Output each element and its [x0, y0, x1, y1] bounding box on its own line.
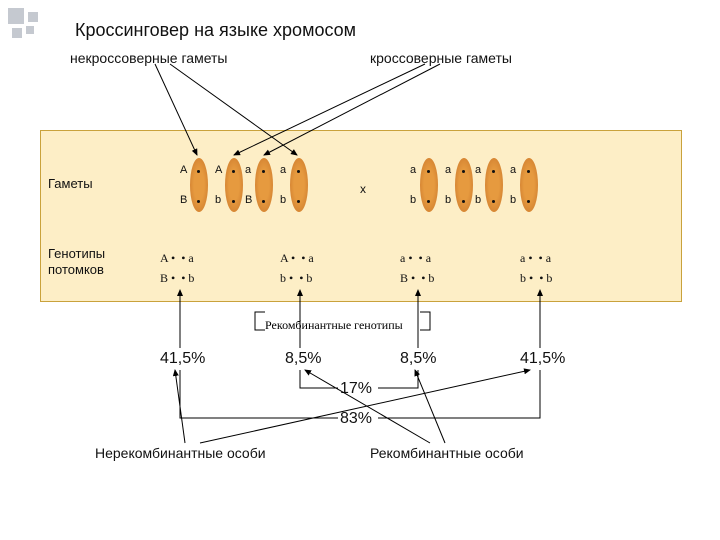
- diagram-panel: [40, 130, 682, 302]
- percent-4: 41,5%: [520, 350, 565, 368]
- allele-dot: [427, 200, 430, 203]
- chromosome: [225, 158, 243, 212]
- allele-bottom: b: [510, 194, 516, 206]
- slide-root: Кроссинговер на языке хромосом некроссов…: [0, 0, 720, 540]
- allele-dot: [297, 170, 300, 173]
- allele-top: a: [245, 164, 251, 176]
- allele-dot: [232, 170, 235, 173]
- cross-symbol: x: [360, 182, 366, 196]
- allele-bottom: В: [180, 194, 187, 206]
- offspring-genotype: A • • a b • • b: [280, 248, 314, 289]
- percent-outer: 83%: [340, 410, 372, 428]
- subtitle-crossover: кроссоверные гаметы: [370, 50, 512, 66]
- percent-2: 8,5%: [285, 350, 321, 368]
- allele-top: a: [410, 164, 416, 176]
- allele-dot: [232, 200, 235, 203]
- page-title: Кроссинговер на языке хромосом: [75, 20, 356, 41]
- allele-dot: [492, 170, 495, 173]
- chromosome: [485, 158, 503, 212]
- allele-top: a: [510, 164, 516, 176]
- allele-dot: [492, 200, 495, 203]
- label-nonrecombinant: Нерекомбинантные особи: [95, 445, 266, 461]
- allele-bottom: b: [280, 194, 286, 206]
- allele-bottom: b: [475, 194, 481, 206]
- offspring-genotype: a • • a В • • b: [400, 248, 434, 289]
- label-gametes: Гаметы: [48, 176, 93, 191]
- label-genotypes: Генотипы потомков: [48, 246, 105, 279]
- allele-dot: [462, 170, 465, 173]
- allele-bottom: b: [215, 194, 221, 206]
- recombinant-genotypes-label: Рекомбинантные генотипы: [265, 318, 403, 333]
- allele-top: a: [475, 164, 481, 176]
- chromosome: [455, 158, 473, 212]
- percent-mid: 17%: [340, 380, 372, 398]
- allele-top: A: [215, 164, 222, 176]
- chromosome: [520, 158, 538, 212]
- offspring-genotype: A • • a В • • b: [160, 248, 194, 289]
- allele-dot: [427, 170, 430, 173]
- allele-dot: [462, 200, 465, 203]
- chromosome: [420, 158, 438, 212]
- allele-bottom: b: [445, 194, 451, 206]
- allele-top: A: [180, 164, 187, 176]
- chromosome: [290, 158, 308, 212]
- allele-dot: [297, 200, 300, 203]
- allele-dot: [197, 170, 200, 173]
- allele-dot: [262, 170, 265, 173]
- allele-dot: [527, 170, 530, 173]
- offspring-genotype: a • • a b • • b: [520, 248, 552, 289]
- allele-top: a: [445, 164, 451, 176]
- subtitle-noncrossover: некроссоверные гаметы: [70, 50, 228, 66]
- allele-top: a: [280, 164, 286, 176]
- allele-dot: [527, 200, 530, 203]
- chromosome: [190, 158, 208, 212]
- percent-1: 41,5%: [160, 350, 205, 368]
- percent-3: 8,5%: [400, 350, 436, 368]
- allele-dot: [197, 200, 200, 203]
- allele-dot: [262, 200, 265, 203]
- chromosome: [255, 158, 273, 212]
- label-recombinant: Рекомбинантные особи: [370, 445, 524, 461]
- allele-bottom: b: [410, 194, 416, 206]
- allele-bottom: В: [245, 194, 252, 206]
